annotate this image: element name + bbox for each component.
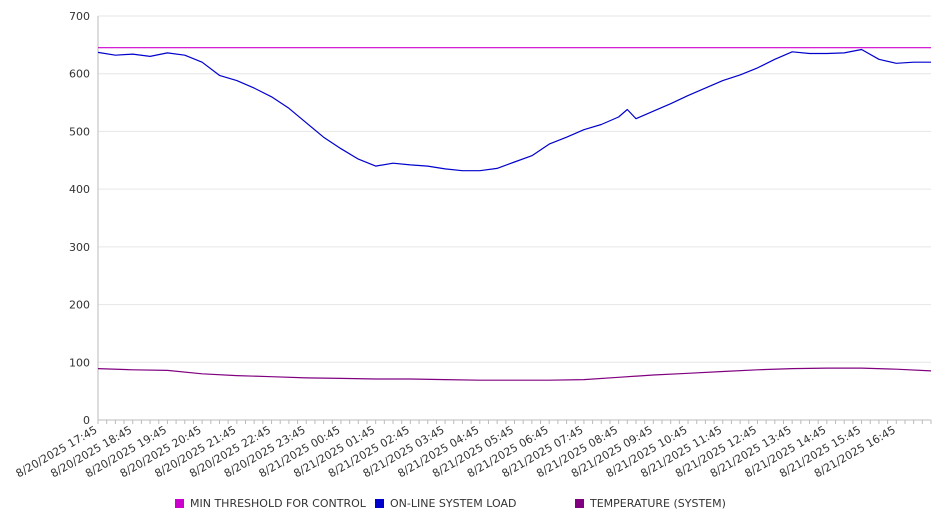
legend: MIN THRESHOLD FOR CONTROL ON-LINE SYSTEM… <box>0 497 946 515</box>
x-tick-labels: 8/20/2025 17:458/20/2025 18:458/20/2025 … <box>14 423 898 480</box>
legend-label-threshold: MIN THRESHOLD FOR CONTROL <box>190 497 366 510</box>
legend-item-system-load[interactable]: ON-LINE SYSTEM LOAD <box>375 497 516 510</box>
legend-label-temperature: TEMPERATURE (SYSTEM) <box>590 497 726 510</box>
legend-label-system-load: ON-LINE SYSTEM LOAD <box>390 497 517 510</box>
y-tick-label: 700 <box>69 10 90 23</box>
y-tick-label: 400 <box>69 183 90 196</box>
axes <box>97 16 932 424</box>
series-lines <box>97 47 932 381</box>
legend-swatch-system-load <box>375 499 384 508</box>
gridlines <box>98 15 931 363</box>
legend-item-temperature[interactable]: TEMPERATURE (SYSTEM) <box>575 497 726 510</box>
y-tick-label: 100 <box>69 356 90 369</box>
y-tick-label: 200 <box>69 299 90 312</box>
y-tick-label: 0 <box>83 414 90 427</box>
legend-item-threshold[interactable]: MIN THRESHOLD FOR CONTROL <box>175 497 366 510</box>
legend-swatch-temperature <box>575 499 584 508</box>
series-line-system-load[interactable] <box>97 48 931 172</box>
y-tick-label: 300 <box>69 241 90 254</box>
y-tick-label: 600 <box>69 68 90 81</box>
legend-swatch-threshold <box>175 499 184 508</box>
series-line-temperature[interactable] <box>97 367 932 381</box>
y-tick-labels: 0 100 200 300 400 500 600 700 <box>69 10 90 427</box>
y-tick-label: 500 <box>69 125 90 138</box>
